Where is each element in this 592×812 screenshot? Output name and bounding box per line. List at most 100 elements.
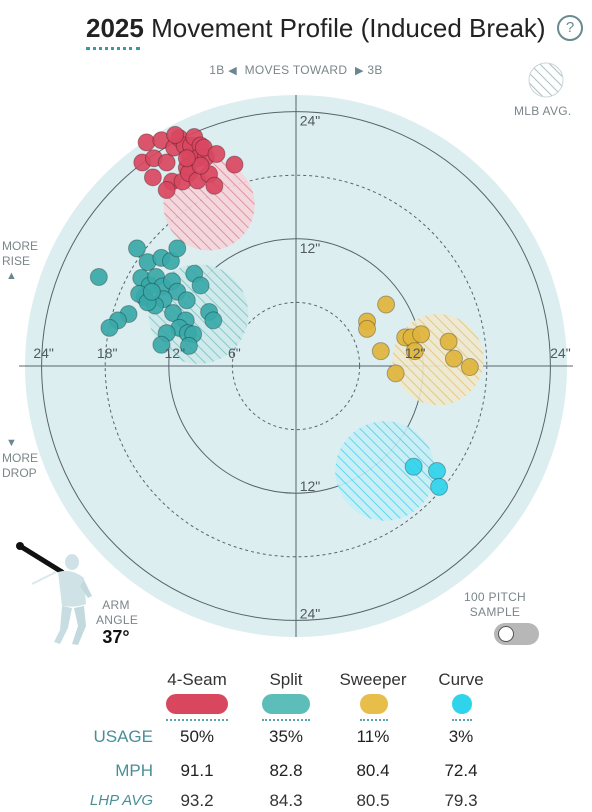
usage-value-4seam: 50% [179, 727, 215, 746]
usage-value-sweeper: 11% [356, 727, 390, 746]
more-rise-line-1: MORE [2, 239, 38, 253]
arm-angle-label: ARM ANGLE [96, 598, 139, 628]
title-text: Movement Profile (Induced Break) [151, 13, 546, 43]
pitch-toggle-sweeper[interactable] [360, 694, 388, 714]
pitch-point-sweeper-6 [439, 332, 458, 351]
third-base-label: 3B [367, 63, 383, 77]
toggle-knob [498, 626, 514, 642]
usage-value-split: 35% [268, 727, 304, 746]
pitch-point-4seam-12 [157, 181, 176, 200]
tick-label-left-18: 18" [97, 345, 118, 361]
moves-toward-label: MOVES TOWARD [244, 63, 348, 77]
pitch-point-sweeper-8 [405, 342, 424, 361]
pitch-point-split-0 [89, 267, 108, 286]
mph-value-sweeper: 80.4 [356, 761, 390, 780]
pitch-point-split-21 [191, 276, 210, 295]
sample-label-line-2: SAMPLE [469, 605, 521, 619]
lhp-avg-value-split: 84.3 [269, 791, 303, 810]
pitch-point-sweeper-10 [460, 358, 479, 377]
left-arrow-icon: ◀ [228, 65, 237, 77]
lhp-avg-value-curve: 79.3 [444, 791, 478, 810]
pitch-point-sweeper-5 [412, 325, 431, 344]
more-drop-label: ▼ MORE DROP [2, 436, 38, 481]
tick-label-left-6: 6" [228, 345, 241, 361]
pitch-point-4seam-4 [157, 153, 176, 172]
mph-row-label: MPH [115, 761, 153, 780]
right-arrow-icon: ▶ [355, 65, 364, 77]
pitch-point-split-23 [164, 304, 183, 322]
pitch-point-curve-1 [427, 461, 446, 480]
tick-label-bottom-12: 12" [300, 478, 321, 494]
tick-label-left-12: 12" [165, 345, 186, 361]
usage-value-curve: 3% [448, 727, 474, 746]
mlb-avg-zone-curve [335, 421, 435, 521]
title-year: 2025 [86, 13, 144, 43]
pill-underline-curve [452, 719, 472, 721]
pitch-point-curve-0 [404, 457, 423, 476]
tick-label-bottom-24: 24" [300, 605, 321, 621]
lhp-avg-value-sweeper: 80.5 [356, 791, 390, 810]
first-base-label: 1B [209, 63, 225, 77]
mlb-avg-legend-swatch [528, 62, 564, 98]
tick-label-right-12: 12" [405, 345, 426, 361]
pitch-name-split: Split [269, 670, 303, 689]
pitch-point-split-13 [168, 239, 187, 258]
pitch-point-4seam-0 [137, 133, 156, 152]
sample-toggle-label: 100 PITCH SAMPLE [455, 590, 535, 620]
pitch-point-split-30 [204, 311, 223, 330]
pitch-point-split-19 [177, 291, 196, 310]
pitch-point-sweeper-7 [371, 342, 390, 361]
help-icon[interactable]: ? [557, 15, 583, 41]
pitch-name-sweeper: Sweeper [339, 670, 407, 689]
pitch-point-split-31 [179, 336, 198, 355]
more-drop-line-2: DROP [2, 466, 37, 480]
pitch-point-split-8 [100, 318, 119, 337]
pitch-name-4seam: 4-Seam [167, 670, 227, 689]
mph-value-split: 82.8 [269, 761, 303, 780]
pitch-toggle-split[interactable] [262, 694, 310, 714]
pitch-point-4seam-25 [225, 155, 244, 174]
arm-angle-value: 37° [102, 627, 130, 647]
pitcher-icon [16, 542, 92, 645]
sample-label-line-1: 100 PITCH [463, 590, 527, 604]
lhp-avg-value-4seam: 93.2 [180, 791, 214, 810]
pitch-point-split-33 [142, 282, 161, 301]
pitch-point-4seam-24 [191, 156, 210, 175]
up-arrow-icon: ▲ [6, 270, 17, 282]
tick-label-top-24: 24" [300, 113, 321, 129]
pitch-point-sweeper-11 [386, 364, 405, 383]
direction-label: 1B ◀ MOVES TOWARD ▶ 3B [0, 63, 592, 77]
arm-label-line-1: ARM [102, 598, 130, 612]
more-rise-line-2: RISE [2, 254, 31, 268]
pitch-name-curve: Curve [438, 670, 484, 689]
lhp-avg-row-label: LHP AVG [89, 792, 153, 809]
pitch-point-4seam-26 [205, 176, 224, 195]
arm-label-line-2: ANGLE [96, 613, 139, 627]
tick-label-right-24: 24" [550, 345, 571, 361]
tick-label-left-24: 24" [33, 345, 54, 361]
pill-underline-4seam [166, 719, 228, 721]
down-arrow-icon: ▼ [6, 437, 17, 449]
pitch-toggle-curve[interactable] [452, 694, 472, 714]
pitch-point-sweeper-2 [358, 319, 377, 338]
pitch-point-split-27 [152, 335, 171, 354]
sample-toggle[interactable] [494, 623, 539, 645]
pitch-point-4seam-27 [166, 125, 185, 144]
title-underline [86, 47, 140, 50]
pitch-point-split-1 [128, 239, 146, 258]
pitch-toggle-4seam[interactable] [166, 694, 228, 714]
more-drop-line-1: MORE [2, 451, 38, 465]
usage-row-label: USAGE [93, 727, 153, 746]
mph-value-4seam: 91.1 [180, 761, 214, 780]
pitch-point-curve-2 [430, 477, 449, 496]
pitch-point-sweeper-0 [377, 295, 396, 314]
pill-underline-sweeper [360, 719, 388, 721]
mlb-avg-label: MLB AVG. [514, 104, 572, 118]
pitch-point-4seam-28 [177, 149, 196, 168]
pitch-point-sweeper-9 [444, 349, 463, 368]
tick-label-top-12: 12" [300, 240, 321, 256]
pitch-point-4seam-11 [143, 168, 162, 187]
page-title: 2025 Movement Profile (Induced Break) [86, 13, 546, 44]
pill-underline-split [262, 719, 310, 721]
